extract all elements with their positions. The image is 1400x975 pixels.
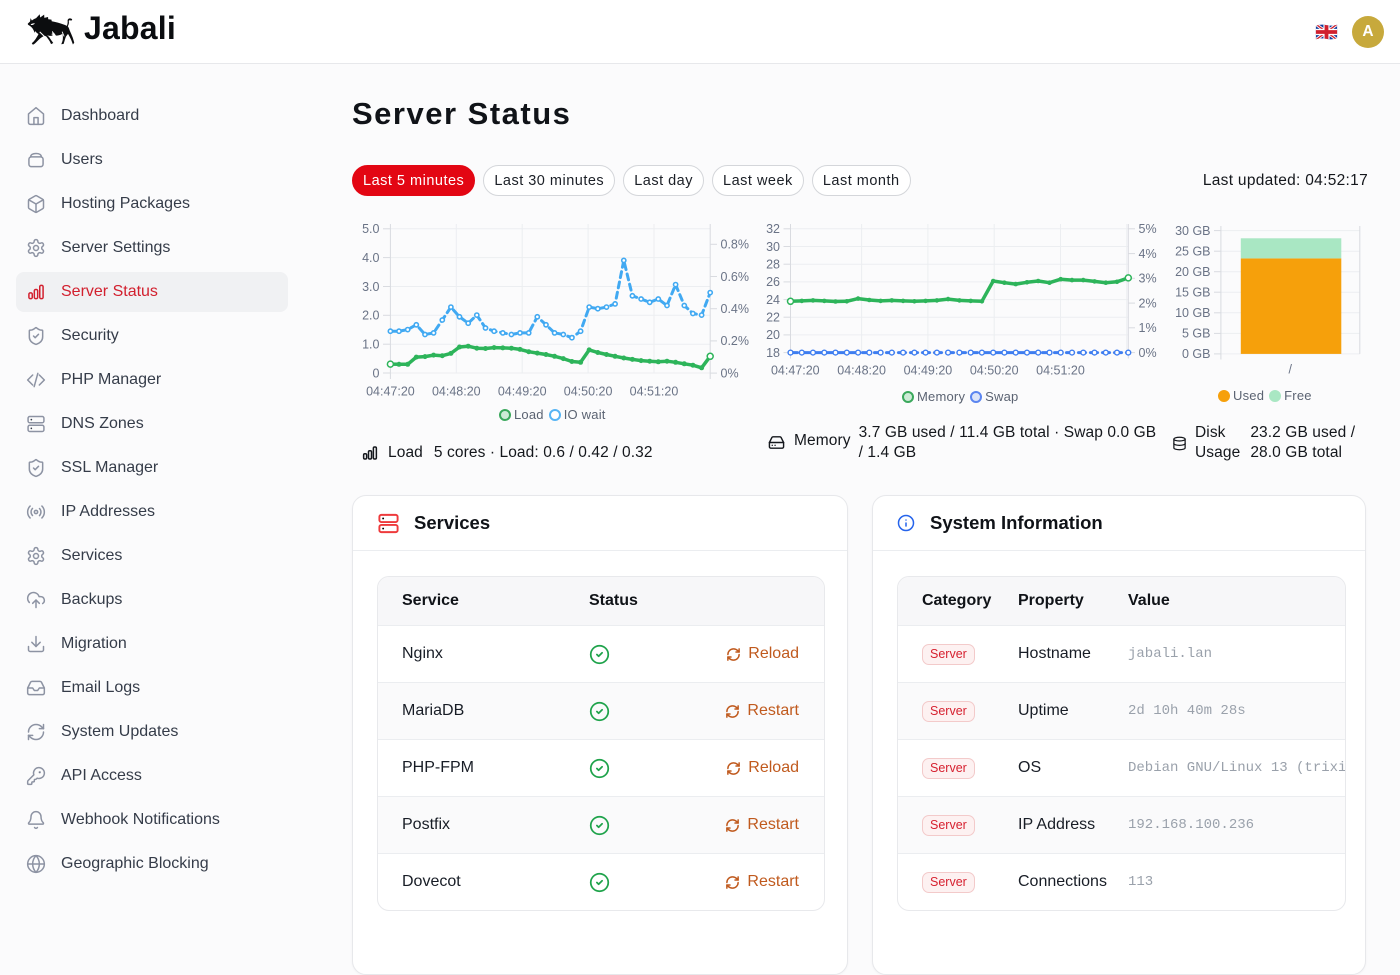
- svg-text:5%: 5%: [1139, 222, 1157, 236]
- svg-text:04:49:20: 04:49:20: [904, 364, 953, 378]
- svg-text:0.2%: 0.2%: [721, 334, 750, 348]
- svg-text:20 GB: 20 GB: [1175, 265, 1210, 279]
- svg-text:4%: 4%: [1139, 247, 1157, 261]
- svg-text:18: 18: [766, 346, 780, 360]
- svg-text:04:47:20: 04:47:20: [366, 385, 415, 399]
- svg-text:15 GB: 15 GB: [1175, 286, 1210, 300]
- svg-text:04:50:20: 04:50:20: [564, 385, 613, 399]
- svg-text:24: 24: [766, 293, 780, 307]
- svg-text:04:49:20: 04:49:20: [498, 385, 547, 399]
- svg-text:1.0: 1.0: [362, 338, 379, 352]
- svg-text:30 GB: 30 GB: [1175, 224, 1210, 238]
- svg-text:04:48:20: 04:48:20: [432, 385, 481, 399]
- svg-text:0.8%: 0.8%: [721, 238, 750, 252]
- svg-text:28: 28: [766, 258, 780, 272]
- svg-text:04:51:20: 04:51:20: [1036, 364, 1085, 378]
- svg-text:2.0: 2.0: [362, 309, 379, 323]
- svg-text:3%: 3%: [1139, 272, 1157, 286]
- svg-text:26: 26: [766, 275, 780, 289]
- svg-text:22: 22: [766, 311, 780, 325]
- svg-text:5 GB: 5 GB: [1182, 327, 1211, 341]
- svg-text:4.0: 4.0: [362, 251, 379, 265]
- svg-text:5.0: 5.0: [362, 222, 379, 236]
- svg-text:25 GB: 25 GB: [1175, 245, 1210, 259]
- svg-text:04:48:20: 04:48:20: [837, 364, 886, 378]
- svg-text:0 GB: 0 GB: [1182, 347, 1211, 361]
- svg-text:04:47:20: 04:47:20: [771, 364, 820, 378]
- svg-text:0.4%: 0.4%: [721, 302, 750, 316]
- svg-text:10 GB: 10 GB: [1175, 306, 1210, 320]
- svg-text:0: 0: [373, 366, 380, 380]
- svg-text:1%: 1%: [1139, 321, 1157, 335]
- svg-text:0%: 0%: [1139, 346, 1157, 360]
- svg-text:32: 32: [766, 222, 780, 236]
- svg-text:3.0: 3.0: [362, 280, 379, 294]
- svg-text:20: 20: [766, 328, 780, 342]
- svg-text:04:51:20: 04:51:20: [630, 385, 679, 399]
- svg-text:30: 30: [766, 240, 780, 254]
- svg-text:0.6%: 0.6%: [721, 270, 750, 284]
- svg-text:0%: 0%: [721, 366, 739, 380]
- svg-text:04:50:20: 04:50:20: [970, 364, 1019, 378]
- svg-text:2%: 2%: [1139, 296, 1157, 310]
- svg-text:/: /: [1289, 363, 1293, 377]
